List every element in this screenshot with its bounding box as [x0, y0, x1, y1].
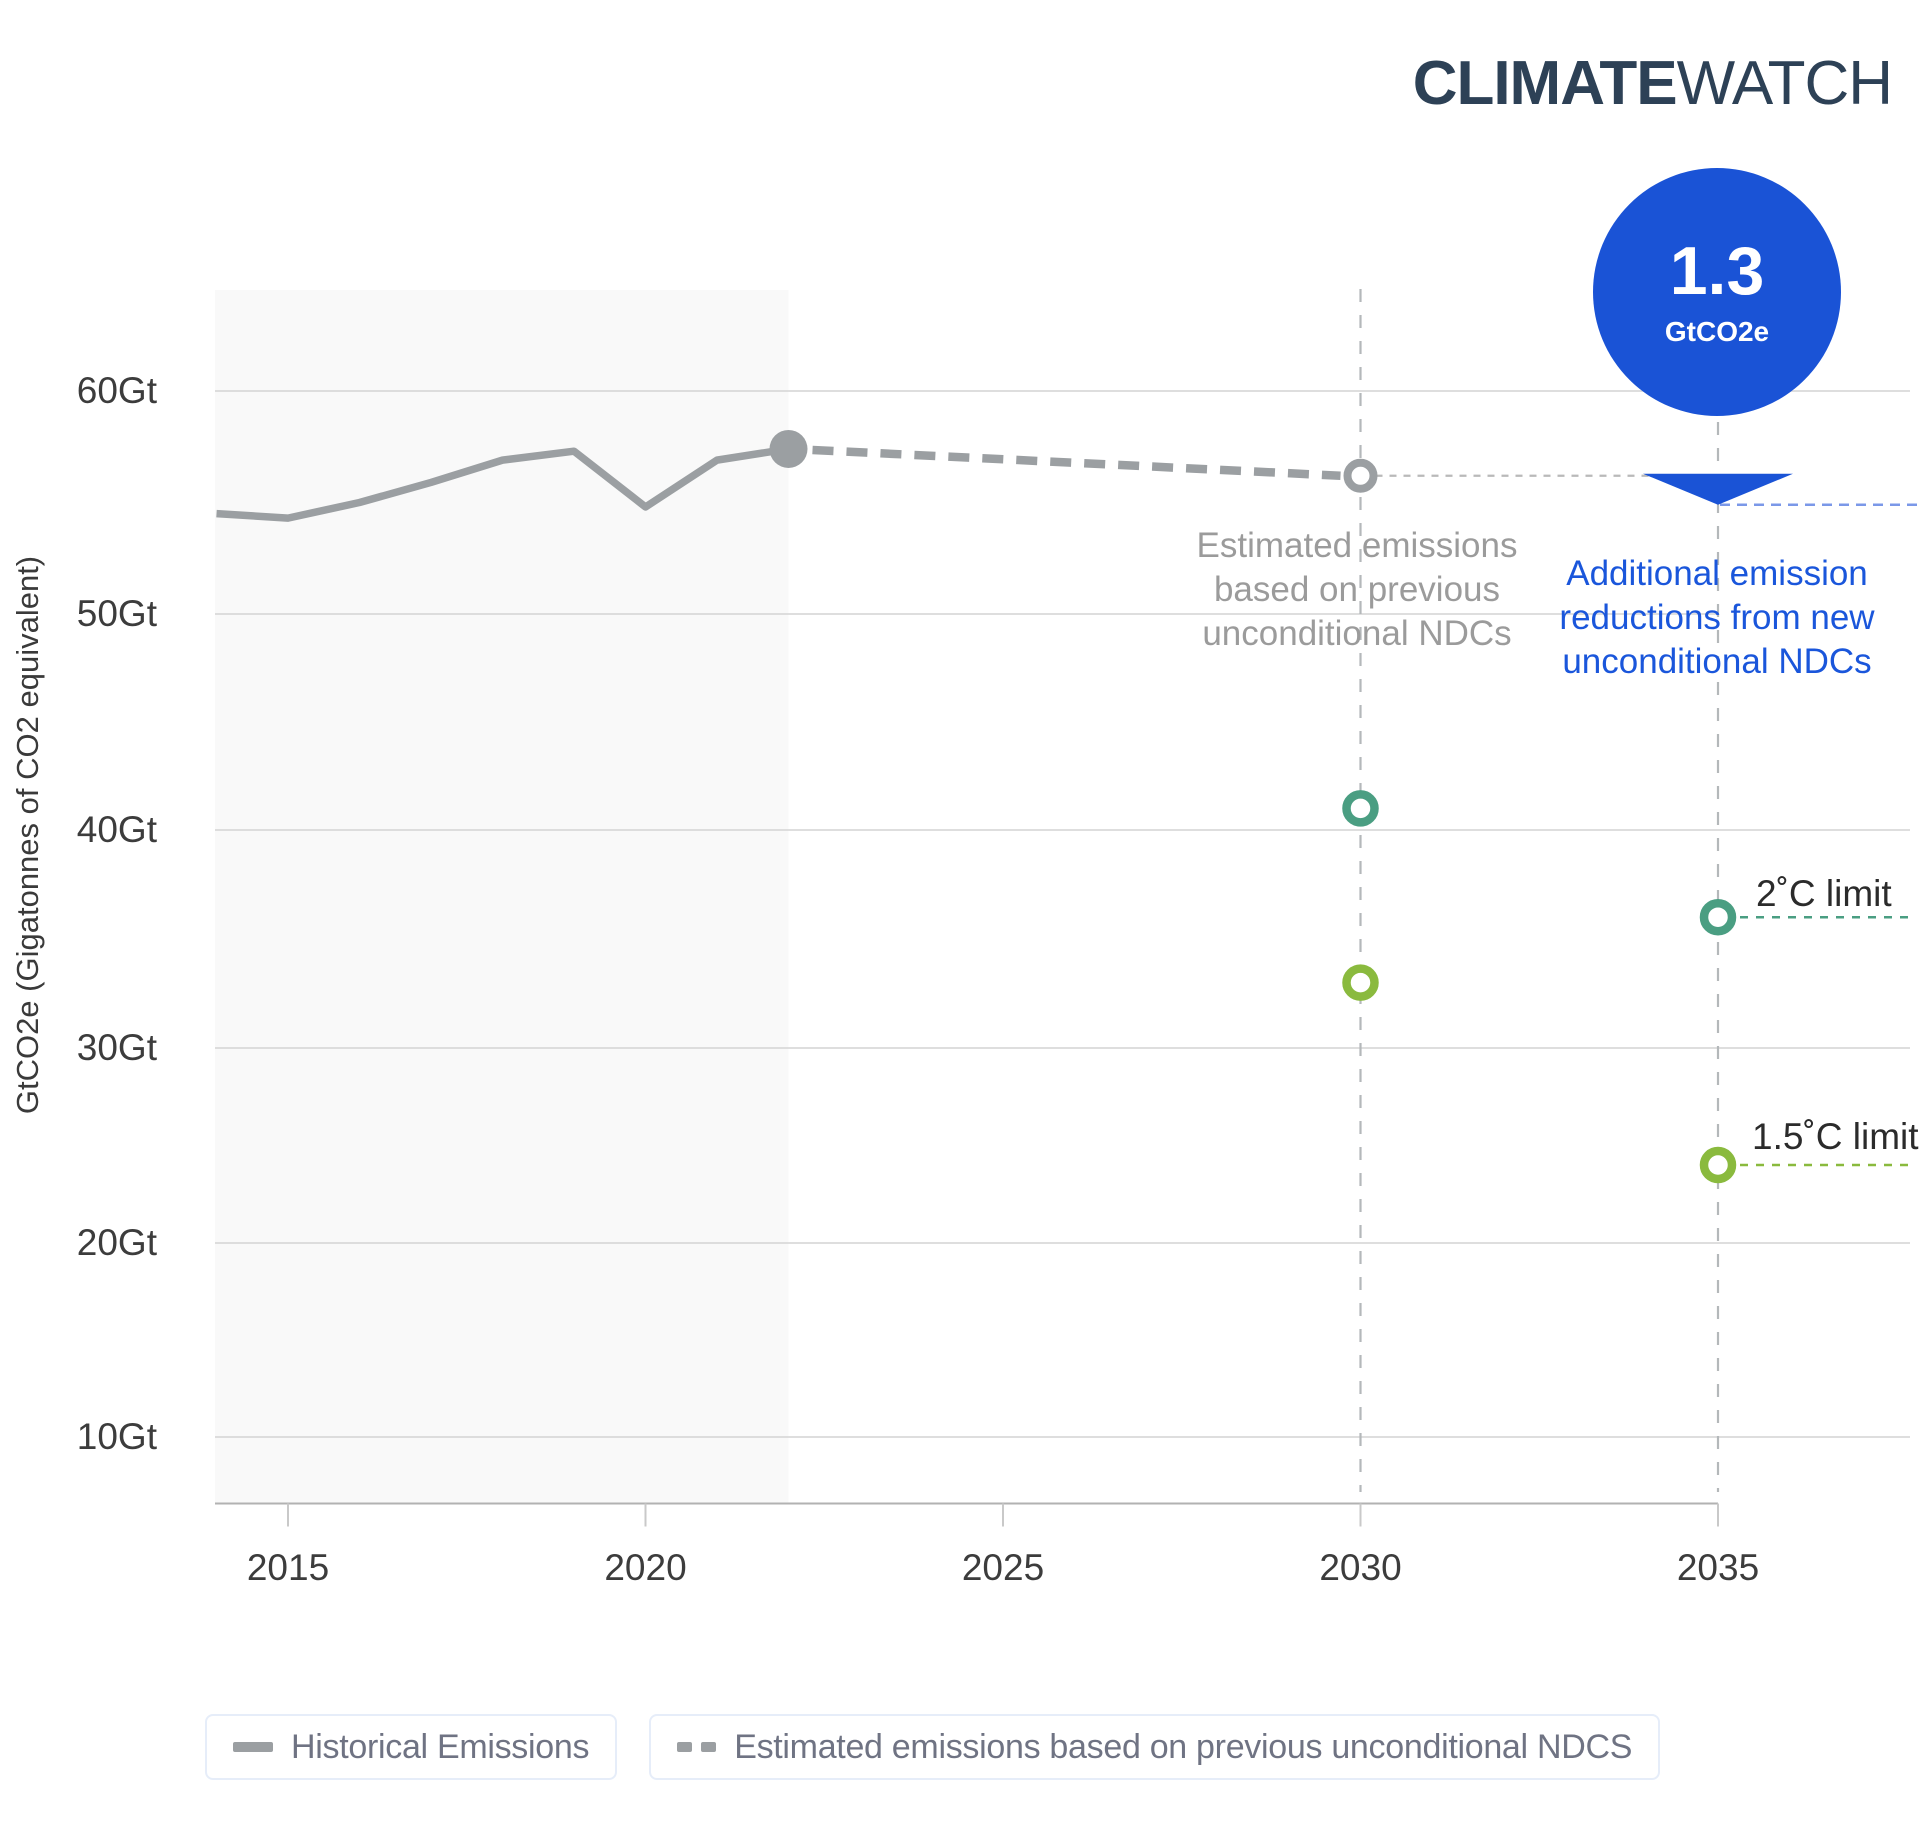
limit-2c-point-2030	[1342, 790, 1379, 827]
x-tick-label: 2020	[604, 1547, 687, 1588]
annotation-estimated-emissions: Estimated emissions based on previous un…	[1196, 526, 1518, 653]
historical-end-point	[769, 429, 808, 468]
reduction-arrow-icon	[1643, 473, 1793, 505]
logo-bold-part: CLIMATE	[1412, 49, 1678, 118]
y-tick-label: 10Gt	[76, 1416, 157, 1457]
reduction-value: 1.3	[1669, 233, 1765, 309]
climatewatch-logo: CLIMATEWATCH	[1412, 48, 1893, 119]
y-axis-title: GtCO2e (Gigatonnes of CO2 equivalent)	[10, 555, 45, 1115]
limit-2c-point-2035	[1699, 898, 1737, 936]
historical-emissions-line	[216, 445, 790, 522]
x-tick-label: 2025	[961, 1547, 1045, 1588]
x-tick-label: 2035	[1676, 1547, 1760, 1588]
dashed-line-swatch-icon	[677, 1742, 717, 1752]
y-tick-label: 40Gt	[76, 809, 157, 850]
reduction-unit: GtCO2e	[1664, 316, 1770, 347]
legend-item-estimated: Estimated emissions based on previous un…	[649, 1714, 1661, 1780]
legend: Historical Emissions Estimated emissions…	[205, 1714, 1661, 1780]
y-tick-label: 30Gt	[76, 1027, 157, 1068]
y-tick-label: 20Gt	[76, 1222, 157, 1263]
logo-light-part: WATCH	[1676, 49, 1893, 118]
x-tick-label: 2015	[246, 1547, 330, 1588]
historical-shaded-region	[215, 290, 789, 1504]
y-tick-label: 50Gt	[76, 593, 157, 634]
label-1-5c-limit: 1.5˚C limit	[1752, 1116, 1919, 1157]
legend-label: Estimated emissions based on previous un…	[734, 1727, 1633, 1766]
estimated-emissions-dashed-line	[812, 445, 1341, 480]
limit-1-5c-point-2035	[1699, 1146, 1737, 1184]
annotation-additional-reductions: Additional emission reductions from new …	[1559, 554, 1875, 681]
legend-label: Historical Emissions	[291, 1727, 590, 1766]
estimated-2030-point	[1343, 458, 1378, 493]
x-tick-label: 2030	[1319, 1547, 1402, 1588]
historical-line-swatch-icon	[233, 1742, 273, 1752]
legend-item-historical: Historical Emissions	[205, 1714, 618, 1780]
reduction-badge: 1.3 GtCO2e	[1593, 168, 1841, 416]
label-2c-limit: 2˚C limit	[1756, 873, 1892, 914]
y-tick-label: 60Gt	[76, 370, 157, 411]
limit-1-5c-point-2030	[1342, 964, 1379, 1001]
